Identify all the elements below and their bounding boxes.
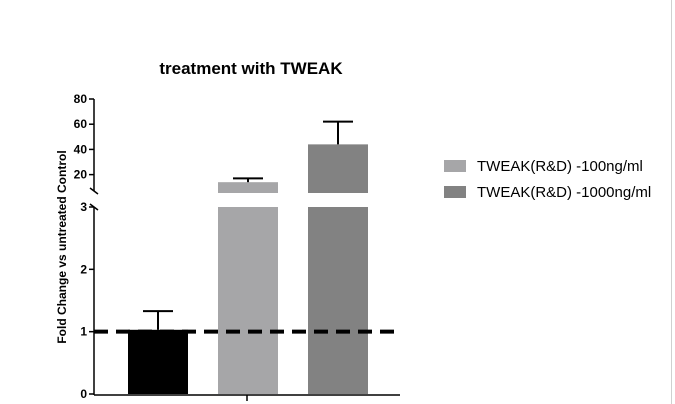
bar-lower — [218, 207, 278, 394]
window-edge — [671, 0, 672, 404]
chart-title: treatment with TWEAK — [159, 59, 343, 78]
legend-label: TWEAK(R&D) -1000ng/ml — [477, 184, 651, 201]
bar-upper — [218, 182, 278, 193]
y-tick-label: 60 — [74, 117, 88, 131]
bars — [128, 144, 368, 394]
legend-swatch — [444, 186, 466, 198]
bar-upper — [308, 144, 368, 193]
y-axis-label: Fold Change vs untreated Control — [55, 150, 69, 343]
legend: TWEAK(R&D) -100ng/ml TWEAK(R&D) -1000ng/m… — [444, 158, 651, 201]
y-tick-label: 0 — [80, 387, 87, 401]
error-bars — [143, 120, 353, 330]
axis-break-mark — [89, 187, 99, 195]
bar — [128, 329, 188, 394]
y-tick-label: 1 — [80, 325, 87, 339]
legend-swatch — [444, 160, 466, 172]
y-tick-label: 3 — [80, 200, 87, 214]
y-tick-label: 20 — [74, 168, 88, 182]
axes: 0 1 2 3 20 40 60 80 — [74, 92, 400, 401]
y-tick-label: 40 — [74, 142, 88, 156]
legend-label: TWEAK(R&D) -100ng/ml — [477, 158, 643, 175]
y-tick-label: 80 — [74, 92, 88, 106]
bar-lower — [308, 207, 368, 394]
y-tick-label: 2 — [80, 262, 87, 276]
